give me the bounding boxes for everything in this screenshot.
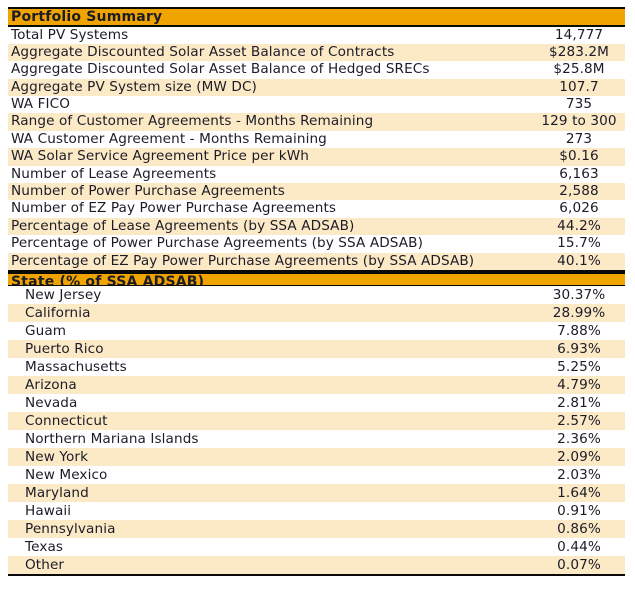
row-value: 7.88% bbox=[557, 323, 601, 340]
row-label: Other bbox=[25, 557, 65, 574]
row-value: 0.91% bbox=[557, 503, 601, 520]
row-value: 0.07% bbox=[557, 557, 601, 574]
row-label: Percentage of Lease Agreements (by SSA A… bbox=[11, 217, 355, 234]
table-row: Maryland 1.64% bbox=[8, 484, 625, 503]
row-value: 2.03% bbox=[557, 467, 601, 484]
row-value: 2.57% bbox=[557, 413, 601, 430]
row-label: Connecticut bbox=[25, 413, 108, 430]
row-label: Percentage of Power Purchase Agreements … bbox=[11, 235, 423, 252]
row-value: $25.8M bbox=[553, 61, 605, 78]
row-value: 4.79% bbox=[557, 377, 601, 394]
row-value: 107.7 bbox=[559, 78, 599, 95]
row-label: Puerto Rico bbox=[25, 341, 104, 358]
row-value: 44.2% bbox=[557, 217, 601, 234]
row-label: Hawaii bbox=[25, 503, 72, 520]
row-label: Arizona bbox=[25, 377, 77, 394]
row-value: 2,588 bbox=[559, 183, 599, 200]
row-value: 273 bbox=[565, 130, 593, 147]
row-value: 28.99% bbox=[552, 305, 606, 322]
table-row: Total PV Systems 14,777 bbox=[8, 27, 625, 44]
row-label: Maryland bbox=[25, 485, 89, 502]
section-header-state-breakdown: State (% of SSA ADSAB) bbox=[8, 269, 625, 287]
row-label: New Jersey bbox=[25, 287, 102, 304]
table-row: California 28.99% bbox=[8, 304, 625, 323]
row-label: Aggregate Discounted Solar Asset Balance… bbox=[11, 43, 395, 60]
table-row: New York 2.09% bbox=[8, 448, 625, 467]
row-label: Texas bbox=[25, 539, 64, 556]
row-label: Aggregate PV System size (MW DC) bbox=[11, 78, 257, 95]
row-label: Number of EZ Pay Power Purchase Agreemen… bbox=[11, 200, 337, 217]
table-row: Aggregate PV System size (MW DC) 107.7 bbox=[8, 78, 625, 97]
row-value: 30.37% bbox=[552, 287, 606, 304]
table-row: Percentage of EZ Pay Power Purchase Agre… bbox=[8, 252, 625, 270]
table-row: Hawaii 0.91% bbox=[8, 502, 625, 520]
portfolio-summary-title: Portfolio Summary bbox=[11, 9, 163, 25]
table-row: WA Customer Agreement - Months Remaining… bbox=[8, 131, 625, 148]
row-label: Number of Power Purchase Agreements bbox=[11, 183, 285, 200]
row-label: Total PV Systems bbox=[11, 26, 129, 43]
table-row: Aggregate Discounted Solar Asset Balance… bbox=[8, 43, 625, 62]
table-row: Texas 0.44% bbox=[8, 538, 625, 556]
state-breakdown-rows: New Jersey 30.37% California 28.99% Guam 7.88… bbox=[8, 286, 625, 575]
row-label: New York bbox=[25, 449, 89, 466]
row-label: Northern Mariana Islands bbox=[25, 431, 199, 448]
row-label: Aggregate Discounted Solar Asset Balance… bbox=[11, 61, 430, 78]
row-label: Guam bbox=[25, 323, 67, 340]
section-header-portfolio-summary: Portfolio Summary bbox=[8, 9, 625, 27]
row-label: WA Customer Agreement - Months Remaining bbox=[11, 130, 327, 147]
row-value: 129 to 300 bbox=[541, 113, 617, 130]
row-value: 6.93% bbox=[557, 341, 601, 358]
table-row: Number of EZ Pay Power Purchase Agreemen… bbox=[8, 200, 625, 217]
row-value: 0.86% bbox=[557, 521, 601, 538]
state-breakdown-title: State (% of SSA ADSAB) bbox=[11, 273, 205, 287]
table-row: Pennsylvania 0.86% bbox=[8, 520, 625, 539]
row-value: 1.64% bbox=[557, 485, 601, 502]
row-label: Massachusetts bbox=[25, 359, 127, 376]
table-row: WA Solar Service Agreement Price per kWh… bbox=[8, 148, 625, 166]
row-value: 6,163 bbox=[559, 165, 599, 182]
row-label: Number of Lease Agreements bbox=[11, 165, 217, 182]
portfolio-summary-table: Portfolio Summary Total PV Systems 14,777… bbox=[8, 7, 625, 577]
row-value: 2.81% bbox=[557, 395, 601, 412]
row-label: Percentage of EZ Pay Power Purchase Agre… bbox=[11, 252, 475, 269]
table-row: Aggregate Discounted Solar Asset Balance… bbox=[8, 61, 625, 78]
row-value: 5.25% bbox=[557, 359, 601, 376]
row-label: Pennsylvania bbox=[25, 521, 116, 538]
row-label: Nevada bbox=[25, 395, 78, 412]
table-row: Percentage of Power Purchase Agreements … bbox=[8, 235, 625, 252]
table-row: Number of Lease Agreements 6,163 bbox=[8, 166, 625, 183]
table-row: Other 0.07% bbox=[8, 556, 625, 575]
table-row: Percentage of Lease Agreements (by SSA A… bbox=[8, 217, 625, 236]
table-row: Range of Customer Agreements - Months Re… bbox=[8, 113, 625, 131]
table-row: Massachusetts 5.25% bbox=[8, 358, 625, 376]
row-value: 2.09% bbox=[557, 449, 601, 466]
table-row: Arizona 4.79% bbox=[8, 376, 625, 395]
row-label: Range of Customer Agreements - Months Re… bbox=[11, 113, 374, 130]
row-value: 735 bbox=[565, 96, 593, 113]
portfolio-summary-rows: Total PV Systems 14,777 Aggregate Discount… bbox=[8, 27, 625, 270]
row-value: 0.44% bbox=[557, 539, 601, 556]
row-label: WA Solar Service Agreement Price per kWh bbox=[11, 148, 309, 165]
table-row: Puerto Rico 6.93% bbox=[8, 340, 625, 359]
row-value: 15.7% bbox=[557, 235, 601, 252]
table-row: Guam 7.88% bbox=[8, 322, 625, 340]
row-value: 40.1% bbox=[557, 252, 601, 269]
table-row: Connecticut 2.57% bbox=[8, 412, 625, 431]
table-row: Number of Power Purchase Agreements 2,588 bbox=[8, 183, 625, 201]
table-row: New Mexico 2.03% bbox=[8, 466, 625, 484]
row-value: $0.16 bbox=[559, 148, 599, 165]
table-row: WA FICO 735 bbox=[8, 96, 625, 113]
row-label: New Mexico bbox=[25, 467, 108, 484]
row-value: 2.36% bbox=[557, 431, 601, 448]
table-row: Nevada 2.81% bbox=[8, 394, 625, 412]
row-value: 14,777 bbox=[554, 26, 604, 43]
row-label: California bbox=[25, 305, 91, 322]
row-label: WA FICO bbox=[11, 96, 71, 113]
table-row: Northern Mariana Islands 2.36% bbox=[8, 430, 625, 448]
table-row: New Jersey 30.37% bbox=[8, 286, 625, 304]
row-value: 6,026 bbox=[559, 200, 599, 217]
row-value: $283.2M bbox=[549, 43, 609, 60]
